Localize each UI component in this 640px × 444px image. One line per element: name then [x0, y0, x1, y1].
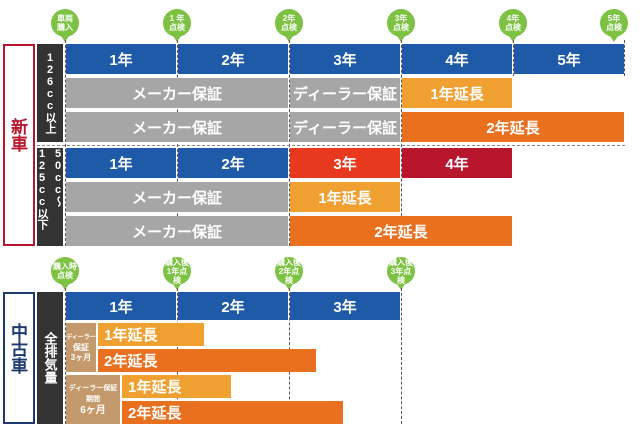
extension-bar: 1年延長 [98, 323, 204, 346]
engine-class-label: 126cc以上 [37, 44, 63, 142]
year-bar: 1年 [66, 44, 176, 74]
maker-warranty-bar: メーカー保証 [66, 112, 288, 142]
timeline-divider [401, 288, 402, 424]
year-bar: 4年 [402, 44, 512, 74]
dealer-warranty-bar: ディーラー保証 [290, 78, 400, 108]
year-bar: 2年 [178, 44, 288, 74]
new-car-label: 新車 [8, 118, 27, 152]
milestone-pin: 4年 点検 [499, 9, 527, 42]
timeline-divider [624, 40, 625, 76]
year-bar: 2年 [178, 292, 288, 320]
milestone-pin: 1 年点検 [163, 9, 191, 42]
year-bar: 5年 [514, 44, 624, 74]
maker-warranty-bar: メーカー保証 [66, 78, 288, 108]
timeline-divider [513, 40, 514, 76]
milestone-pin: 3年 点検 [387, 9, 415, 42]
used-car-frame [3, 292, 35, 424]
year-bar: 3年 [290, 292, 400, 320]
extension-bar: 1年延長 [122, 375, 231, 398]
dealer-warranty-6m-label: ディーラー保証期間 6ヶ月 [66, 375, 120, 424]
timeline-divider [177, 40, 178, 246]
extension-bar: 2年延長 [98, 349, 316, 372]
year-bar: 1年 [66, 292, 176, 320]
all-displacement-label: 全排気量 [37, 292, 63, 424]
extension-bar: 2年延長 [290, 216, 512, 246]
milestone-pin: 購入後 3年点検 [387, 257, 415, 290]
new-car-frame [3, 44, 35, 246]
milestone-pin: 車両 購入 [51, 9, 79, 42]
used-car-label: 中古車 [8, 323, 27, 374]
timeline-divider [65, 288, 66, 424]
year-bar: 3年 [290, 44, 400, 74]
extension-bar: 2年延長 [402, 112, 624, 142]
milestone-pin: 購入時 点検 [51, 257, 79, 290]
dealer-warranty-3m-label: ディーラー 保証 3ヶ月 [66, 323, 96, 372]
year-bar: 3年 [290, 148, 400, 178]
timeline-divider [65, 40, 66, 246]
milestone-pin: 購入後 1年点検 [163, 257, 191, 290]
milestone-pin: 2年 点検 [275, 9, 303, 42]
year-bar: 1年 [66, 148, 176, 178]
milestone-pin: 購入後 2年点検 [275, 257, 303, 290]
dealer-warranty-bar: ディーラー保証 [290, 112, 400, 142]
year-bar: 4年 [402, 148, 512, 178]
timeline-divider [401, 40, 402, 246]
maker-warranty-bar: メーカー保証 [66, 216, 288, 246]
timeline-divider [289, 40, 290, 246]
group-separator [37, 145, 625, 146]
extension-bar: 1年延長 [402, 78, 512, 108]
milestone-pin: 5年 点検 [600, 9, 628, 42]
year-bar: 2年 [178, 148, 288, 178]
engine-class-label: 50cc〜125cc以下 [36, 148, 64, 246]
maker-warranty-bar: メーカー保証 [66, 182, 288, 212]
extension-bar: 2年延長 [122, 401, 343, 424]
extension-bar: 1年延長 [290, 182, 400, 212]
